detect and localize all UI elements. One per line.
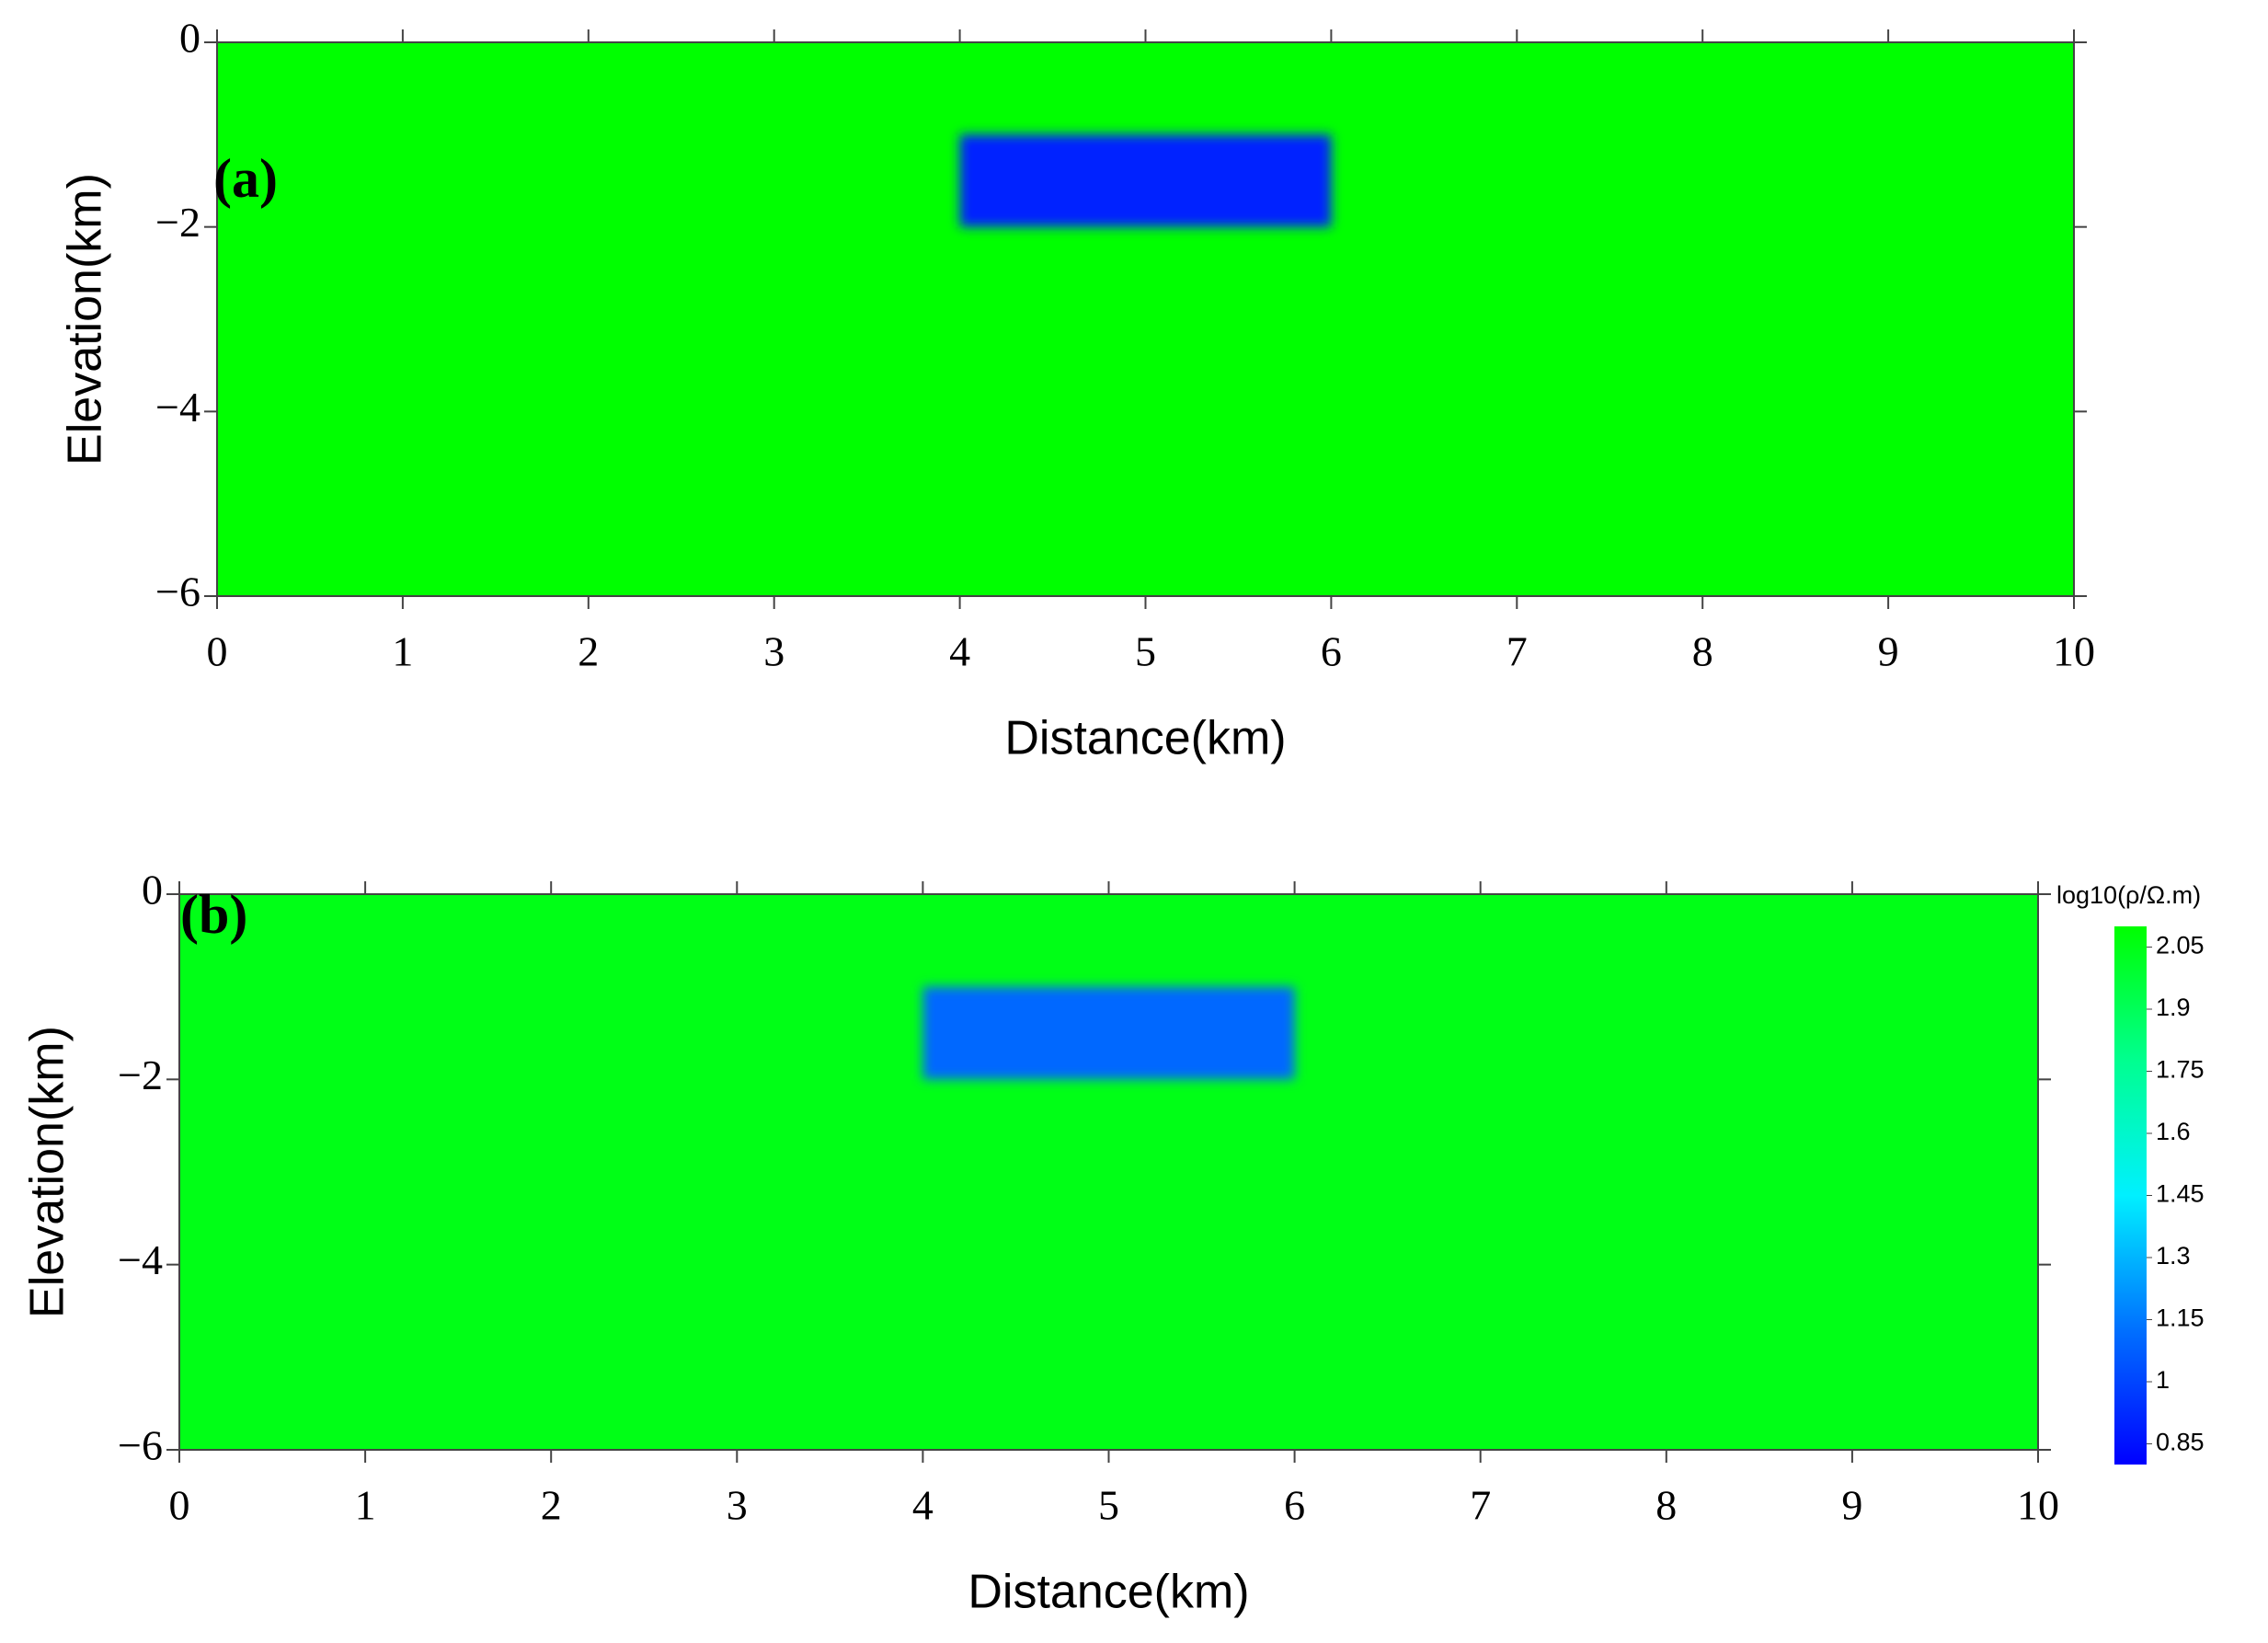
y-tick-label: 0 xyxy=(179,15,200,62)
colorbar-tick-label: 2.05 xyxy=(2156,932,2205,959)
y-axis-title: Elevation(km) xyxy=(59,173,112,465)
x-tick-label: 4 xyxy=(912,1482,934,1529)
x-tick-label: 3 xyxy=(727,1482,748,1529)
panel-label: (b) xyxy=(180,884,247,945)
y-tick-label: −2 xyxy=(155,199,200,246)
colorbar-title: log10(ρ/Ω.m) xyxy=(2056,881,2201,909)
colorbar-tick-label: 1.3 xyxy=(2156,1242,2191,1270)
x-tick-label: 5 xyxy=(1098,1482,1119,1529)
x-tick-label: 7 xyxy=(1506,628,1528,675)
x-tick-label: 8 xyxy=(1692,628,1713,675)
y-tick-label: −6 xyxy=(155,569,200,615)
y-tick-label: −6 xyxy=(118,1422,163,1469)
colorbar-tick-label: 1.45 xyxy=(2156,1180,2205,1208)
colorbar-tick-label: 0.85 xyxy=(2156,1429,2205,1456)
x-tick-label: 8 xyxy=(1655,1482,1677,1529)
anomaly-block xyxy=(959,134,1332,227)
colorbar-tick-label: 1.9 xyxy=(2156,994,2191,1021)
x-axis-title: Distance(km) xyxy=(1004,712,1286,765)
x-tick-label: 7 xyxy=(1470,1482,1491,1529)
x-tick-label: 1 xyxy=(392,628,413,675)
y-tick-label: −4 xyxy=(155,384,200,431)
x-tick-label: 5 xyxy=(1135,628,1156,675)
panel-label: (a) xyxy=(213,148,278,209)
x-tick-label: 2 xyxy=(541,1482,562,1529)
x-tick-label: 1 xyxy=(355,1482,376,1529)
y-tick-label: 0 xyxy=(142,867,163,913)
colorbar xyxy=(2114,926,2147,1465)
x-axis-title: Distance(km) xyxy=(968,1566,1249,1619)
x-tick-label: 9 xyxy=(1878,628,1899,675)
colorbar-tick-label: 1.15 xyxy=(2156,1304,2205,1332)
y-tick-label: −4 xyxy=(118,1236,163,1283)
x-tick-label: 6 xyxy=(1321,628,1342,675)
x-tick-label: 4 xyxy=(949,628,970,675)
y-tick-label: −2 xyxy=(118,1051,163,1098)
x-tick-label: 6 xyxy=(1284,1482,1305,1529)
x-tick-label: 3 xyxy=(763,628,785,675)
x-tick-label: 9 xyxy=(1841,1482,1862,1529)
x-tick-label: 2 xyxy=(578,628,599,675)
x-tick-label: 10 xyxy=(2053,628,2095,675)
colorbar-tick-label: 1.75 xyxy=(2156,1056,2205,1084)
x-tick-label: 10 xyxy=(2017,1482,2059,1529)
x-tick-label: 0 xyxy=(207,628,228,675)
background-field xyxy=(179,894,2038,1450)
colorbar-tick-label: 1 xyxy=(2156,1366,2170,1394)
colorbar-tick-label: 1.6 xyxy=(2156,1118,2191,1145)
x-tick-label: 0 xyxy=(169,1482,190,1529)
anomaly-block xyxy=(922,986,1295,1080)
y-axis-title: Elevation(km) xyxy=(21,1026,74,1318)
background-field xyxy=(217,42,2074,596)
